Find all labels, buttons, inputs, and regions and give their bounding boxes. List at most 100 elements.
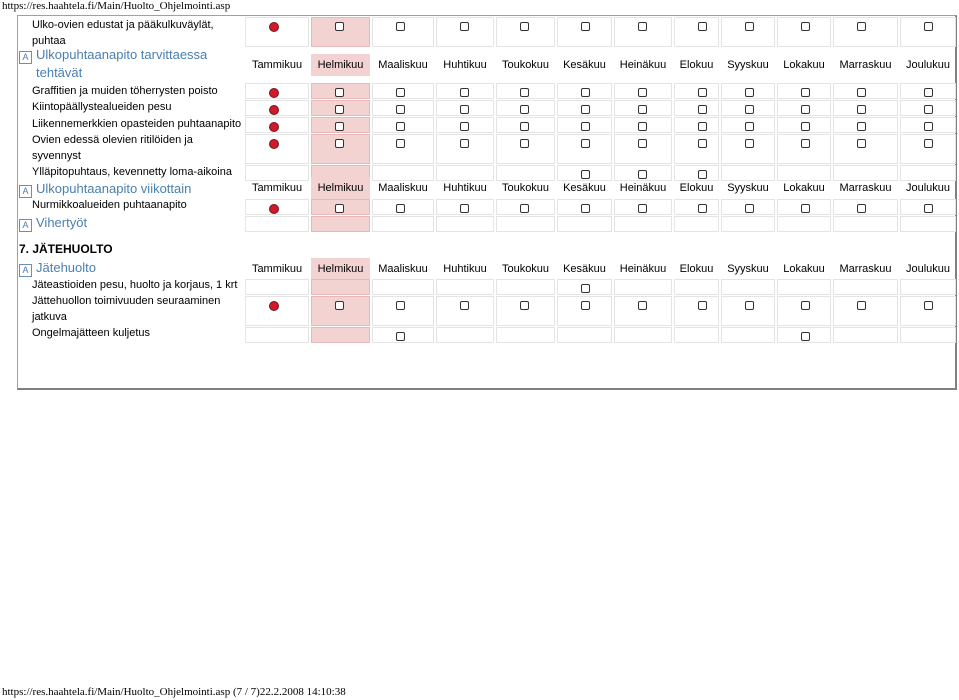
empty-checkbox-icon[interactable] [581,170,590,179]
empty-checkbox-icon[interactable] [745,139,754,148]
empty-checkbox-icon[interactable] [801,122,810,131]
group-label[interactable]: Vihertyöt [36,215,88,230]
group-label[interactable]: Jätehuolto [36,260,96,275]
empty-checkbox-icon[interactable] [520,22,529,31]
empty-checkbox-icon[interactable] [924,105,933,114]
schedule-cell[interactable] [245,134,309,164]
empty-checkbox-icon[interactable] [335,88,344,97]
schedule-cell[interactable] [833,327,898,343]
empty-checkbox-icon[interactable] [924,301,933,310]
schedule-cell[interactable] [311,279,370,295]
group-ulkopuhtaanapito-viikottain[interactable]: A Ulkopuhtaanapito viikottain [19,180,191,198]
schedule-cell[interactable] [777,165,831,181]
schedule-cell[interactable] [900,279,956,295]
empty-checkbox-icon[interactable] [581,204,590,213]
empty-checkbox-icon[interactable] [335,122,344,131]
empty-checkbox-icon[interactable] [924,88,933,97]
schedule-cell[interactable] [245,279,309,295]
empty-checkbox-icon[interactable] [801,105,810,114]
empty-checkbox-icon[interactable] [745,22,754,31]
schedule-cell[interactable] [496,216,555,232]
schedule-cell[interactable] [245,296,309,326]
empty-checkbox-icon[interactable] [745,122,754,131]
empty-checkbox-icon[interactable] [698,22,707,31]
schedule-cell[interactable] [436,279,494,295]
empty-checkbox-icon[interactable] [581,88,590,97]
empty-checkbox-icon[interactable] [638,88,647,97]
empty-checkbox-icon[interactable] [396,88,405,97]
group-label[interactable]: Ulkopuhtaanapito viikottain [36,181,192,196]
empty-checkbox-icon[interactable] [698,139,707,148]
empty-checkbox-icon[interactable] [924,122,933,131]
empty-checkbox-icon[interactable] [460,204,469,213]
red-radio-icon[interactable] [269,122,279,132]
schedule-cell[interactable] [372,165,434,181]
schedule-cell[interactable] [557,327,612,343]
empty-checkbox-icon[interactable] [520,88,529,97]
empty-checkbox-icon[interactable] [801,139,810,148]
schedule-cell[interactable] [311,216,370,232]
empty-checkbox-icon[interactable] [698,301,707,310]
empty-checkbox-icon[interactable] [396,122,405,131]
schedule-cell[interactable] [674,17,719,47]
empty-checkbox-icon[interactable] [638,204,647,213]
schedule-cell[interactable] [436,216,494,232]
schedule-cell[interactable] [614,17,672,47]
schedule-cell[interactable] [674,100,719,116]
empty-checkbox-icon[interactable] [335,139,344,148]
empty-checkbox-icon[interactable] [581,301,590,310]
schedule-cell[interactable] [557,296,612,326]
red-radio-icon[interactable] [269,22,279,32]
schedule-cell[interactable] [436,327,494,343]
empty-checkbox-icon[interactable] [801,22,810,31]
empty-checkbox-icon[interactable] [698,88,707,97]
empty-checkbox-icon[interactable] [801,301,810,310]
empty-checkbox-icon[interactable] [520,122,529,131]
schedule-cell[interactable] [833,165,898,181]
schedule-cell[interactable] [372,279,434,295]
empty-checkbox-icon[interactable] [924,139,933,148]
empty-checkbox-icon[interactable] [801,88,810,97]
empty-checkbox-icon[interactable] [396,332,405,341]
schedule-cell[interactable] [833,216,898,232]
empty-checkbox-icon[interactable] [857,22,866,31]
group-label[interactable]: Ulkopuhtaanapito tarvittaessa tehtävät [36,47,208,80]
empty-checkbox-icon[interactable] [698,105,707,114]
group-vihertyot[interactable]: A Vihertyöt [19,214,87,232]
empty-checkbox-icon[interactable] [857,105,866,114]
schedule-cell[interactable] [245,327,309,343]
schedule-cell[interactable] [674,296,719,326]
empty-checkbox-icon[interactable] [698,170,707,179]
schedule-cell[interactable] [311,327,370,343]
schedule-cell[interactable] [614,327,672,343]
schedule-cell[interactable] [833,134,898,164]
empty-checkbox-icon[interactable] [638,301,647,310]
schedule-cell[interactable] [721,279,775,295]
schedule-cell[interactable] [496,327,555,343]
empty-checkbox-icon[interactable] [581,284,590,293]
empty-checkbox-icon[interactable] [581,105,590,114]
empty-checkbox-icon[interactable] [745,204,754,213]
schedule-cell[interactable] [674,165,719,181]
empty-checkbox-icon[interactable] [857,122,866,131]
schedule-cell[interactable] [245,17,309,47]
empty-checkbox-icon[interactable] [857,139,866,148]
empty-checkbox-icon[interactable] [745,105,754,114]
empty-checkbox-icon[interactable] [335,301,344,310]
schedule-cell[interactable] [245,165,309,181]
empty-checkbox-icon[interactable] [520,301,529,310]
schedule-cell[interactable] [900,165,956,181]
empty-checkbox-icon[interactable] [520,105,529,114]
schedule-cell[interactable] [557,216,612,232]
empty-checkbox-icon[interactable] [520,204,529,213]
schedule-cell[interactable] [245,216,309,232]
empty-checkbox-icon[interactable] [460,105,469,114]
schedule-cell[interactable] [436,165,494,181]
empty-checkbox-icon[interactable] [460,22,469,31]
empty-checkbox-icon[interactable] [581,122,590,131]
empty-checkbox-icon[interactable] [698,122,707,131]
red-radio-icon[interactable] [269,88,279,98]
schedule-cell[interactable] [833,279,898,295]
schedule-cell[interactable] [674,83,719,99]
red-radio-icon[interactable] [269,204,279,214]
